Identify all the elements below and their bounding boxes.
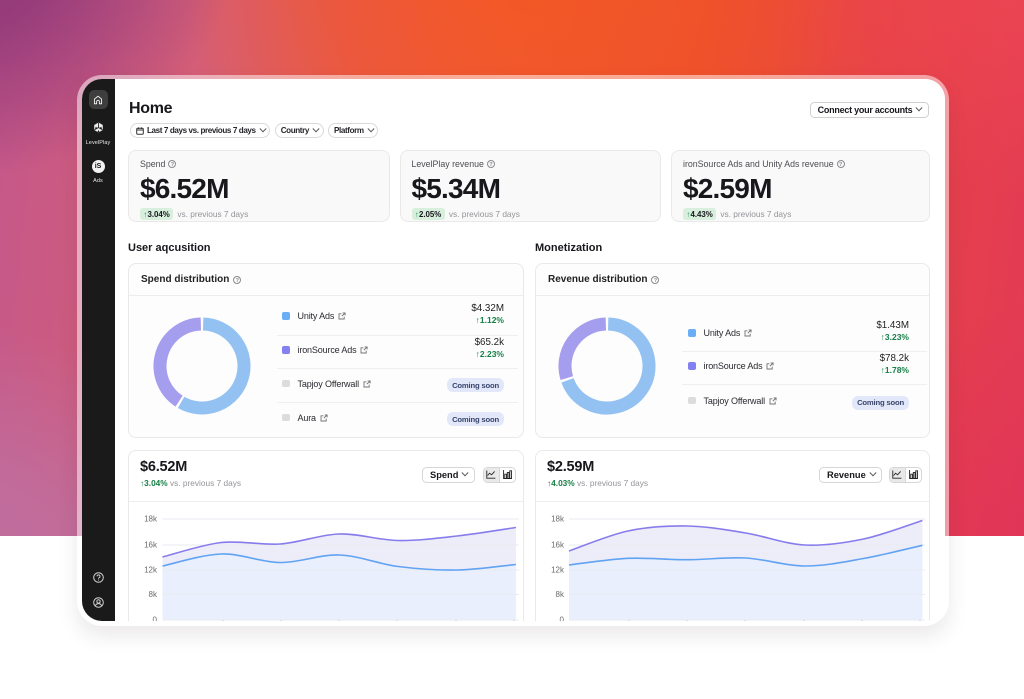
svg-text:8k: 8k: [556, 590, 565, 599]
svg-text:8k: 8k: [149, 590, 158, 599]
svg-text:12k: 12k: [144, 566, 158, 575]
svg-text:16k: 16k: [551, 541, 565, 550]
svg-text:16k: 16k: [144, 541, 158, 550]
svg-text:0: 0: [560, 616, 565, 622]
svg-text:18k: 18k: [144, 515, 158, 524]
svg-text:0: 0: [153, 616, 158, 622]
svg-text:18k: 18k: [551, 515, 565, 524]
svg-text:12k: 12k: [551, 566, 565, 575]
